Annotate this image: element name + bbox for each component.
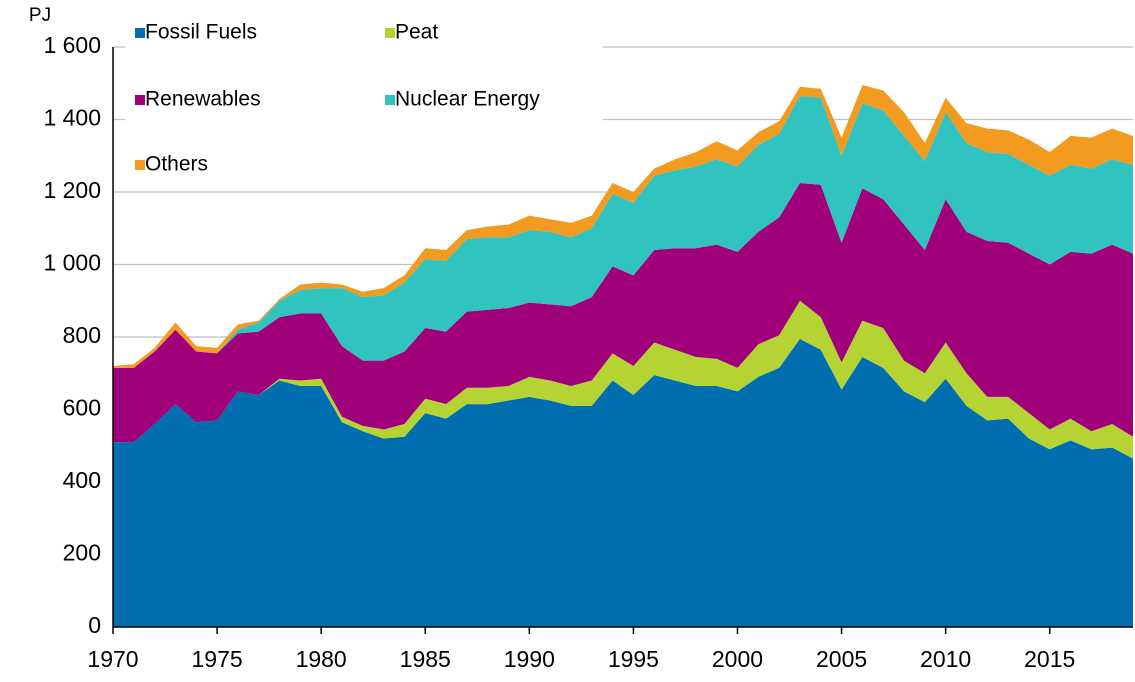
x-tick-label: 1970 <box>87 646 138 672</box>
area <box>113 338 1133 627</box>
legend-swatch <box>385 28 395 38</box>
y-tick-label: 1 400 <box>43 105 101 131</box>
area <box>113 95 1133 368</box>
legend-label: Others <box>145 153 208 176</box>
x-tick-label: 2000 <box>712 646 763 672</box>
legend-label: Renewables <box>145 88 261 111</box>
x-tick-label: 2010 <box>920 646 971 672</box>
x-tick-label: 1980 <box>296 646 347 672</box>
y-tick-label: 600 <box>63 395 101 421</box>
legend-label: Fossil Fuels <box>145 21 257 44</box>
y-tick-label: 400 <box>63 467 101 493</box>
area <box>113 182 1133 443</box>
legend-swatch <box>135 95 145 105</box>
x-tick-label: 2005 <box>816 646 867 672</box>
y-tick-label: 1 000 <box>43 250 101 276</box>
x-tick-label: 1995 <box>608 646 659 672</box>
y-tick-label: 1 200 <box>43 177 101 203</box>
x-tick-label: 2015 <box>1024 646 1075 672</box>
legend-swatch <box>135 160 145 170</box>
y-tick-label: 0 <box>88 612 101 638</box>
legend-swatch <box>135 28 145 38</box>
legend-swatch <box>385 95 395 105</box>
area <box>113 300 1133 459</box>
y-tick-label: 200 <box>63 540 101 566</box>
legend-label: Nuclear Energy <box>395 88 540 111</box>
legend-background <box>125 10 603 188</box>
y-tick-label: 1 600 <box>43 32 101 58</box>
y-tick-label: 800 <box>63 322 101 348</box>
legend-label: Peat <box>395 21 438 44</box>
x-tick-label: 1990 <box>504 646 555 672</box>
x-tick-label: 1975 <box>191 646 242 672</box>
y-unit-label: PJ <box>29 5 51 26</box>
x-tick-label: 1985 <box>400 646 451 672</box>
